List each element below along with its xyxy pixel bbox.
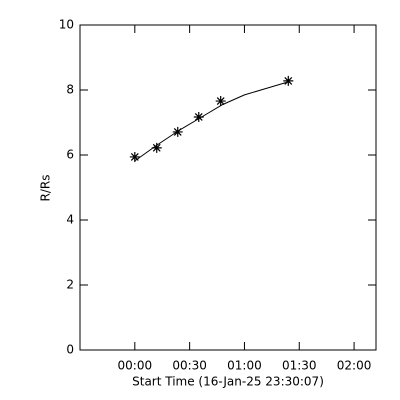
asterisk-marker (283, 75, 294, 86)
y-tick-label: 2 (66, 278, 74, 292)
plot-frame (79, 24, 377, 351)
y-tick-label: 0 (66, 343, 74, 357)
asterisk-marker (129, 151, 140, 162)
y-tick-label: 8 (66, 83, 74, 97)
asterisk-marker (215, 96, 226, 107)
asterisk-marker (172, 126, 183, 137)
x-axis-label: Start Time (16-Jan-25 23:30:07) (132, 375, 324, 389)
x-tick-label: 01:30 (282, 359, 317, 373)
asterisk-marker (193, 111, 204, 122)
x-tick-label: 00:00 (118, 359, 153, 373)
x-tick-label: 02:00 (337, 359, 372, 373)
fit-line (134, 81, 289, 162)
x-tick-label: 00:30 (172, 359, 207, 373)
x-tick-label: 01:00 (227, 359, 262, 373)
y-tick-label: 10 (59, 18, 74, 32)
y-tick-label: 4 (66, 213, 74, 227)
asterisk-marker (151, 142, 162, 153)
y-tick-label: 6 (66, 148, 74, 162)
y-axis-label: R/Rs (39, 175, 53, 202)
